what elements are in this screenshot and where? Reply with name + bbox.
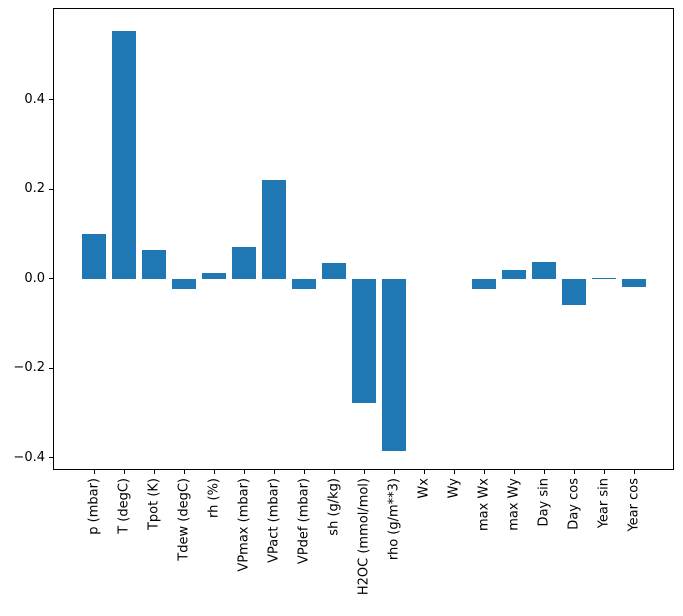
bar-max-wy [502, 270, 526, 279]
x-tick-label: Tpot (K) [146, 478, 162, 531]
x-tick [93, 470, 95, 474]
x-tick-label: VPact (mbar) [266, 478, 282, 563]
x-tick-label: Day cos [566, 478, 582, 530]
x-tick [333, 470, 335, 474]
bar-rho-g-m-3 [382, 278, 406, 451]
y-tick [49, 367, 53, 369]
x-tick-label: H2OC (mmol/mol) [356, 478, 372, 596]
y-tick [49, 188, 53, 190]
x-tick [273, 470, 275, 474]
x-tick [633, 470, 635, 474]
bar-t-degc [112, 30, 136, 279]
bar-vpmax-mbar [232, 247, 256, 279]
bar-vpdef-mbar [292, 278, 316, 289]
x-tick [393, 470, 395, 474]
bar-p-mbar [82, 234, 106, 279]
bar-max-wx [472, 278, 496, 289]
x-tick-label: Wx [416, 478, 432, 499]
bar-vpact-mbar [262, 179, 286, 279]
bar-h2oc-mmol-mol [352, 278, 376, 403]
x-tick-label: Year sin [596, 478, 612, 529]
x-tick [573, 470, 575, 474]
x-tick-label: VPdef (mbar) [296, 478, 312, 565]
x-tick-label: Tdew (degC) [176, 478, 192, 561]
x-tick [183, 470, 185, 474]
x-tick-label: Year cos [626, 478, 642, 532]
x-tick [603, 470, 605, 474]
bar-tpot-k [142, 249, 166, 279]
x-tick-label: max Wx [476, 478, 492, 532]
bar-year-cos [622, 278, 646, 288]
x-tick [303, 470, 305, 474]
bar-sh-g-kg [322, 262, 346, 279]
x-tick-label: Day sin [536, 478, 552, 527]
y-tick-label: −0.2 [13, 360, 45, 376]
bar-day-sin [532, 261, 556, 279]
x-tick-label: rho (g/m**3) [386, 478, 402, 561]
y-tick [49, 278, 53, 280]
x-tick [453, 470, 455, 474]
x-tick-label: Wy [446, 478, 462, 499]
x-tick-label: rh (%) [206, 478, 222, 518]
y-tick-label: 0.2 [24, 181, 45, 197]
x-tick [153, 470, 155, 474]
y-tick-label: 0.0 [24, 270, 45, 286]
y-tick [49, 457, 53, 459]
x-tick [543, 470, 545, 474]
x-tick-label: sh (g/kg) [326, 478, 342, 536]
x-tick-label: max Wy [506, 478, 522, 531]
x-tick-label: VPmax (mbar) [236, 478, 252, 572]
x-tick [483, 470, 485, 474]
x-tick-label: p (mbar) [86, 478, 102, 535]
x-tick [363, 470, 365, 474]
x-tick [513, 470, 515, 474]
x-tick [423, 470, 425, 474]
bar-year-sin [592, 277, 616, 279]
bar-rh [202, 273, 226, 279]
y-tick [49, 99, 53, 101]
x-tick [243, 470, 245, 474]
y-tick-label: 0.4 [24, 91, 45, 107]
y-tick-label: −0.4 [13, 449, 45, 465]
x-tick [213, 470, 215, 474]
x-tick [123, 470, 125, 474]
bar-day-cos [562, 278, 586, 306]
x-tick-label: T (degC) [116, 478, 132, 534]
bar-tdew-degc [172, 278, 196, 289]
